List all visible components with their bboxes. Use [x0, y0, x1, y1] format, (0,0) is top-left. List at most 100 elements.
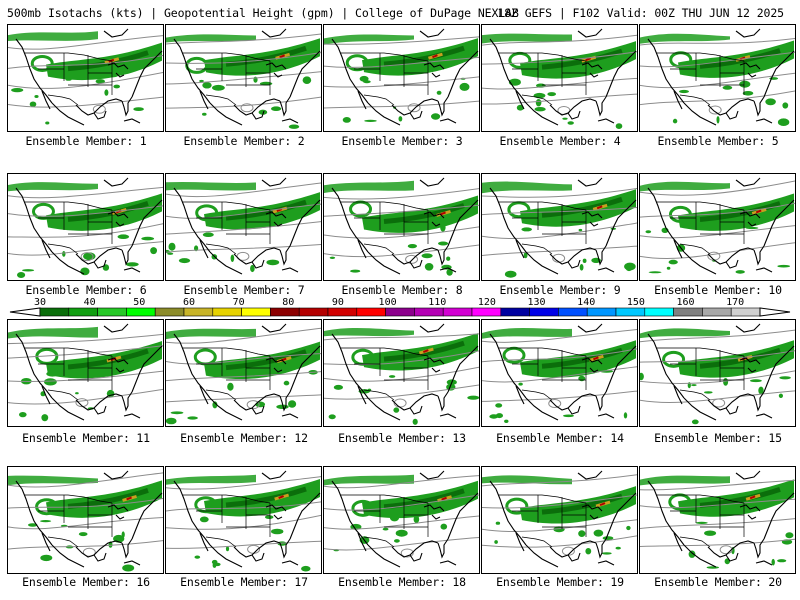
- height-contour: [8, 388, 163, 405]
- ensemble-member-map: [481, 319, 638, 427]
- map-canvas: [640, 177, 795, 275]
- political-border: [363, 389, 395, 401]
- isotach-cell: [166, 417, 177, 425]
- isotach-cell: [585, 548, 592, 555]
- coastline: [93, 259, 107, 269]
- coastline: [103, 470, 129, 480]
- isotach-cell: [45, 121, 50, 125]
- isotach-cell: [778, 393, 783, 398]
- coastline: [409, 552, 423, 562]
- coastline: [747, 514, 757, 520]
- map-canvas: [166, 28, 321, 129]
- map-canvas: [166, 470, 321, 572]
- ensemble-member-label: Ensemble Member: 2: [183, 134, 305, 148]
- political-border: [24, 201, 113, 211]
- political-border: [498, 201, 587, 211]
- isotach-cell: [109, 74, 118, 78]
- coastline: [525, 544, 559, 568]
- coastline: [647, 480, 685, 546]
- coastline: [605, 50, 637, 98]
- coastline: [549, 540, 597, 558]
- isotach-cell: [624, 262, 636, 271]
- northern-jet-isotach-area: [482, 181, 572, 194]
- isotach-cell: [421, 253, 433, 259]
- height-contour: [482, 494, 637, 509]
- jet-core-isotach: [225, 45, 307, 67]
- isotach-cell: [739, 80, 751, 88]
- isotach-cell: [742, 91, 754, 96]
- ensemble-member-label: Ensemble Member: 7: [183, 283, 305, 297]
- isotach-cell: [202, 232, 214, 237]
- isotach-cell: [394, 539, 400, 543]
- isotach-cell: [440, 223, 446, 232]
- colorbar-swatch: [471, 307, 502, 317]
- jet-core-isotach: [699, 347, 781, 369]
- isotach-cell: [723, 378, 729, 386]
- isotach-cell: [83, 252, 96, 261]
- isotach-cell: [691, 384, 697, 387]
- coastline: [279, 96, 291, 117]
- isotach-cell: [495, 521, 501, 525]
- jet-stream-isotach-area: [46, 42, 162, 81]
- coastline: [251, 552, 265, 562]
- upper-low-isotach-ring: [507, 201, 531, 219]
- height-contour: [640, 390, 795, 403]
- coastline: [673, 90, 683, 110]
- political-border: [205, 94, 237, 106]
- political-border: [182, 52, 271, 62]
- isotach-cell: [44, 378, 57, 386]
- coastline: [735, 470, 761, 480]
- isotach-cell: [328, 414, 336, 420]
- isotach-cell: [623, 412, 628, 419]
- coastline: [261, 323, 287, 333]
- height-center-contour: [80, 252, 94, 262]
- upper-low-isotach-ring: [35, 498, 59, 516]
- height-contour: [482, 77, 637, 90]
- coastline: [525, 397, 559, 421]
- jet-max-core: [422, 349, 429, 354]
- height-contour: [166, 514, 321, 530]
- ensemble-member-label: Ensemble Member: 20: [654, 575, 782, 589]
- isotach-cell: [749, 379, 762, 383]
- colorbar-swatch: [730, 307, 761, 317]
- coastline: [51, 102, 85, 126]
- political-border: [521, 536, 553, 548]
- political-border: [679, 94, 711, 106]
- map-canvas: [324, 470, 479, 568]
- height-contour: [166, 353, 321, 365]
- coastline: [489, 38, 527, 104]
- height-center-contour: [393, 398, 407, 408]
- colorbar-swatch: [673, 307, 703, 317]
- height-center-contour: [400, 548, 414, 558]
- height-contour: [482, 535, 637, 548]
- coastline: [289, 50, 321, 98]
- ensemble-member-map: [165, 24, 322, 132]
- colorbar-tick-label: 60: [183, 297, 195, 308]
- isotach-cell: [535, 99, 542, 107]
- coastline: [525, 251, 559, 275]
- jet-max-core: [278, 495, 285, 499]
- colorbar-swatch: [702, 307, 732, 317]
- coastline: [391, 540, 439, 558]
- isotach-cell: [691, 419, 699, 425]
- coastline: [121, 245, 133, 266]
- isotach-cell: [446, 268, 453, 276]
- coastline: [735, 177, 761, 187]
- coastline: [763, 199, 795, 247]
- isotach-cell: [666, 266, 671, 270]
- colorbar-tick-label: 140: [577, 297, 595, 308]
- coastline: [735, 28, 761, 38]
- coastline: [93, 552, 107, 562]
- ensemble-member-map: [7, 24, 164, 132]
- coastline: [577, 177, 603, 187]
- isotach-cell: [168, 242, 176, 251]
- isotach-cell: [771, 558, 775, 566]
- northern-jet-isotach-area: [640, 181, 730, 192]
- coastline: [489, 333, 527, 399]
- coastline: [357, 90, 367, 110]
- isotach-cell: [424, 263, 434, 271]
- coastline: [577, 323, 603, 333]
- colorbar-swatch: [39, 307, 70, 317]
- height-contour: [166, 221, 321, 235]
- coastline: [121, 538, 133, 559]
